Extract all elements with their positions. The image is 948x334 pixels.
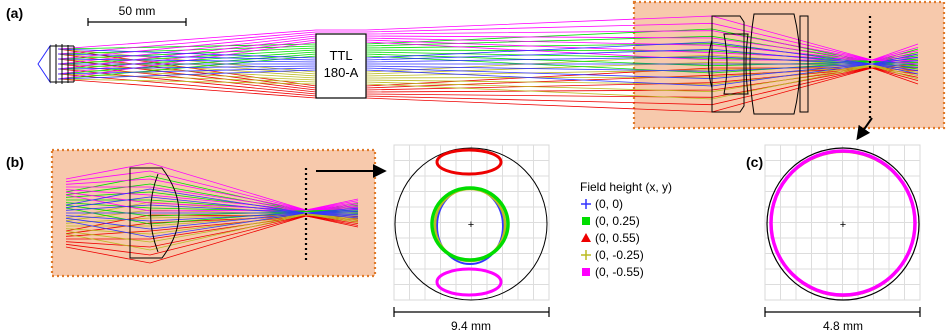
objective-lens [37, 44, 75, 84]
legend-item-label: (0, 0.55) [595, 231, 640, 245]
spot-red [435, 148, 503, 176]
spot-c-magenta [769, 149, 917, 297]
ray-b [65, 214, 359, 224]
arrow-to-c [856, 117, 873, 141]
ray-a [57, 35, 919, 65]
ray-a [57, 63, 919, 93]
ray-a [57, 60, 919, 72]
ray-a [57, 22, 919, 62]
legend: Field height (x, y) (0, 0) (0, 0.25) (0, 0… [580, 180, 672, 279]
legend-marker [582, 268, 590, 276]
ray-b [65, 196, 359, 217]
ray-b [66, 215, 359, 240]
ray-b [65, 214, 359, 232]
ray-a [57, 48, 919, 80]
ray-a [57, 58, 919, 77]
ray-b [65, 210, 359, 222]
legend-item-label: (0, 0.25) [595, 214, 640, 228]
ray-a [57, 41, 919, 80]
ray-b [65, 194, 359, 212]
center-mark-c: + [840, 219, 846, 231]
ray-a [57, 56, 919, 80]
legend-item-label: (0, -0.25) [595, 248, 644, 262]
ray-a [57, 41, 919, 75]
ray-b [65, 204, 359, 216]
panel-label-b: (b) [6, 154, 24, 170]
ray-a [57, 48, 919, 87]
ray-b [65, 215, 359, 237]
aperture-circle-c [766, 147, 920, 301]
ray-b [65, 209, 359, 222]
ray-b [65, 207, 359, 238]
spot-magenta [435, 267, 503, 297]
ray-b [65, 209, 359, 230]
ray-a [57, 30, 919, 61]
legend-marker [581, 250, 591, 260]
ray-b [66, 186, 359, 211]
ray-b [66, 199, 359, 212]
ray-b [65, 189, 359, 211]
footprint-plot-b: + 9.4 mm [393, 144, 550, 333]
scale-bar: 50 mm [87, 4, 187, 26]
scale-bar-label: 50 mm [119, 4, 156, 18]
ray-b [66, 214, 359, 227]
ray-b [65, 201, 359, 223]
ray-a [57, 53, 919, 77]
ray-a [57, 53, 919, 89]
ray-b [65, 188, 359, 219]
aperture-circle-b [394, 147, 548, 301]
ray-b [65, 215, 359, 235]
ray-a [57, 39, 919, 75]
tube-lens-line2: 180-A [324, 65, 359, 80]
center-mark-b: + [468, 219, 474, 231]
tube-lens-box: TTL 180-A [315, 33, 367, 99]
panel-label-c: (c) [746, 154, 763, 170]
ray-a [57, 56, 919, 68]
ray-a [57, 63, 919, 79]
ray-a [57, 48, 919, 72]
legend-marker [581, 199, 591, 209]
panel-label-a: (a) [6, 5, 23, 21]
ray-a [57, 53, 919, 87]
ray-a [57, 58, 919, 91]
legend-title: Field height (x, y) [580, 180, 672, 194]
ray-b [65, 178, 359, 211]
ray-b [65, 162, 359, 211]
legend-item-label: (0, 0) [595, 197, 623, 211]
lens-group-a [708, 13, 809, 115]
legend-marker [582, 217, 590, 225]
ray-bundle-a [57, 15, 919, 113]
dimension-b: 9.4 mm [451, 319, 491, 333]
dimension-c: 4.8 mm [823, 319, 863, 333]
ray-b [65, 191, 359, 211]
ray-bundle-b [65, 162, 359, 264]
tube-lens-line1: TTL [329, 48, 352, 63]
legend-marker [581, 233, 591, 242]
spot-green [430, 186, 510, 262]
ray-a [57, 49, 919, 65]
ray-b [65, 170, 359, 211]
lens-b [129, 167, 180, 259]
ray-a [57, 15, 919, 65]
ray-a [57, 37, 919, 70]
legend-item-label: (0, -0.55) [595, 265, 644, 279]
footprint-plot-c: + 4.8 mm [764, 144, 921, 333]
